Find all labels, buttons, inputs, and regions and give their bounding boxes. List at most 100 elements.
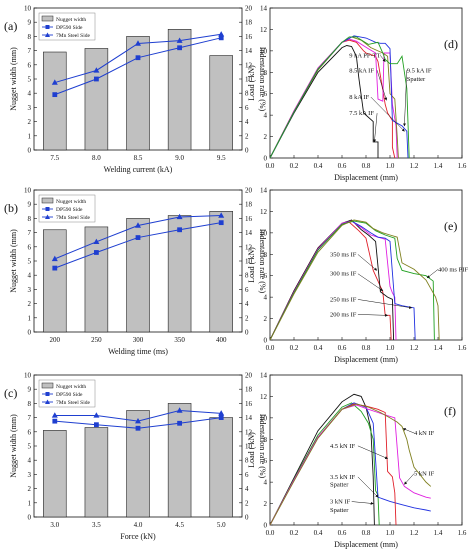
- nugget-width-bar: [43, 229, 67, 333]
- annotation-label: 5 kN IF: [414, 471, 435, 478]
- annotation-label: 400 ms PIF: [438, 266, 468, 273]
- annotation-label: 200 ms IF: [330, 311, 357, 318]
- y2-tick-label: 20: [245, 5, 253, 13]
- y-tick-label: 2: [28, 118, 32, 126]
- y-tick-label: 2: [264, 500, 268, 508]
- annotation-arrow: [380, 55, 386, 62]
- y2-tick-label: 2: [245, 499, 249, 507]
- y-tick-label: 6: [264, 457, 268, 465]
- y2-tick-label: 6: [245, 104, 249, 112]
- legend-label: Nugget width: [56, 199, 86, 205]
- load-curve-green: [269, 220, 435, 341]
- dp590-point: [94, 422, 99, 428]
- load-curve-red: [269, 221, 392, 341]
- y-tick-label: 4: [264, 112, 268, 120]
- y-tick-label: 5: [28, 258, 32, 266]
- x-axis-label: Displacement (mm): [334, 355, 398, 364]
- y-axis-label: Load ( kN): [247, 247, 256, 283]
- panel-label: (a): [4, 19, 17, 33]
- panel-d: 0 2 4 6 8 10 12 14 0.0 0.2 0.4 0.6 0.8 1.0 1.2 1.4 1.6 9 …: [247, 5, 467, 183]
- y-tick-label: 8: [28, 400, 32, 408]
- legend-label: 7Mn Steel Side: [56, 400, 90, 406]
- steel-point: [93, 412, 100, 418]
- x-tick-label: 0.6: [338, 344, 347, 352]
- annotation-label: Spatter: [330, 507, 349, 514]
- y-tick-label: 4: [264, 479, 268, 487]
- y2-tick-label: 20: [245, 187, 253, 195]
- plot-frame: [269, 189, 463, 341]
- x-tick-label: 1.0: [386, 529, 395, 537]
- nugget-width-bar: [84, 427, 109, 518]
- annotation-arrow: [404, 473, 415, 485]
- y2-tick-label: 8: [245, 90, 249, 98]
- steel-point: [135, 40, 141, 46]
- y-tick-label: 4: [28, 457, 32, 465]
- y-tick-label: 10: [260, 229, 268, 237]
- annotation-arrow: [357, 273, 384, 291]
- y-tick-label: 6: [28, 61, 32, 69]
- x-axis-label: Displacement (mm): [334, 540, 398, 549]
- legend-swatch-bar: [41, 382, 54, 389]
- y2-tick-label: 0: [245, 514, 249, 522]
- y2-tick-label: 12: [245, 243, 253, 251]
- y-tick-label: 12: [260, 26, 268, 34]
- y-tick-label: 3: [28, 471, 32, 479]
- dp590-point: [52, 418, 58, 424]
- dp590-point: [218, 220, 224, 226]
- x-tick-label: 0.6: [338, 529, 347, 537]
- y-axis-label: Nugget width (mm): [9, 47, 18, 111]
- y-tick-label: 9: [28, 19, 32, 27]
- x-tick-label: 1.2: [410, 162, 419, 170]
- annotation-arrow: [351, 501, 374, 505]
- x-tick-label: 1.2: [410, 344, 419, 352]
- y-tick-label: 14: [260, 5, 268, 13]
- nugget-width-bar: [126, 218, 150, 333]
- steel-point: [218, 212, 225, 218]
- y-tick-label: 8: [264, 251, 268, 259]
- load-curve-olive: [269, 219, 440, 341]
- x-tick-label: 1.6: [458, 162, 467, 170]
- annotation-label: 300 ms IF: [330, 271, 357, 278]
- x-axis-label: Force (kN): [120, 532, 156, 541]
- annotation-arrow: [373, 113, 378, 143]
- y2-tick-label: 18: [245, 19, 253, 27]
- nugget-width-bar: [43, 430, 67, 518]
- x-tick-label: 3.5: [92, 521, 101, 529]
- x-tick-label: 1.4: [434, 344, 443, 352]
- dp590-point: [177, 227, 182, 233]
- x-tick-label: 4.5: [175, 521, 184, 529]
- annotation-label: 9 kA PF-TT: [349, 52, 380, 59]
- steel-point: [51, 255, 58, 262]
- plot-frame: [269, 7, 463, 159]
- x-tick-label: 0.6: [338, 162, 347, 170]
- y2-tick-label: 0: [245, 329, 249, 337]
- dp590-point: [135, 425, 141, 431]
- y2-tick-label: 10: [245, 76, 253, 84]
- x-tick-label: 5.0: [217, 521, 226, 529]
- y2-tick-label: 6: [245, 471, 249, 479]
- dp590-point: [135, 235, 141, 240]
- y-tick-label: 10: [24, 5, 32, 13]
- nugget-width-bar: [209, 417, 233, 518]
- x-tick-label: 1.4: [434, 529, 443, 537]
- load-curve-green: [269, 36, 410, 159]
- annotation-label: 350 ms IF: [330, 251, 357, 258]
- y-tick-label: 8: [28, 215, 32, 223]
- y-tick-label: 2: [28, 300, 32, 308]
- x-tick-label: 0.4: [314, 344, 323, 352]
- annotation-label: 8 kA IF: [349, 94, 369, 101]
- x-tick-label: 0.2: [290, 162, 299, 170]
- x-tick-label: 4.0: [134, 521, 143, 529]
- x-axis-label: Displacement (mm): [334, 173, 398, 182]
- y2-tick-label: 6: [245, 286, 249, 294]
- y2-tick-label: 16: [245, 33, 253, 41]
- steel-point: [93, 67, 100, 73]
- x-tick-label: 0.0: [266, 529, 275, 537]
- x-tick-label: 0.8: [362, 162, 371, 170]
- y-tick-label: 8: [264, 69, 268, 77]
- steel-point: [176, 407, 183, 413]
- y2-tick-label: 20: [245, 372, 253, 380]
- x-tick-label: 3.0: [50, 521, 59, 529]
